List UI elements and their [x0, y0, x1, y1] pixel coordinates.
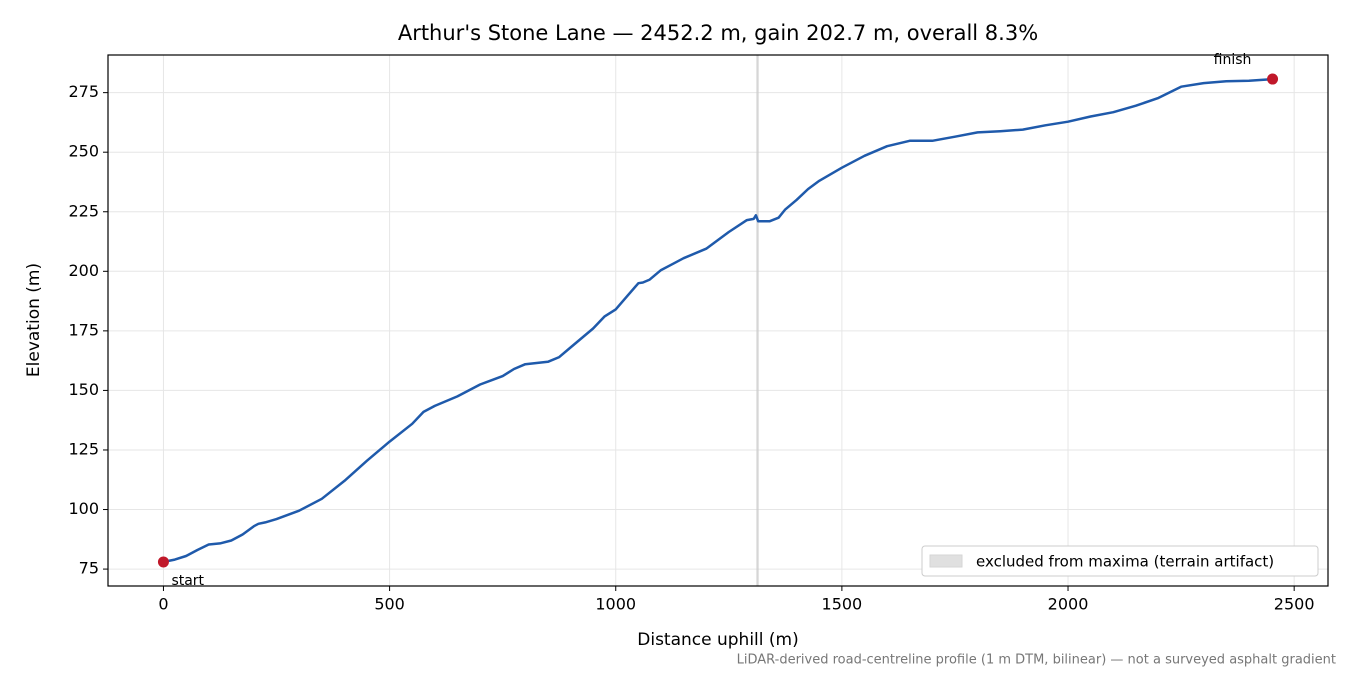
start-label: start: [171, 573, 204, 589]
y-tick-label: 225: [68, 201, 99, 220]
x-tick-label: 2000: [1048, 595, 1089, 614]
y-axis-label: Elevation (m): [24, 263, 44, 377]
legend: excluded from maxima (terrain artifact): [921, 545, 1319, 577]
y-tick-label: 75: [79, 559, 99, 578]
y-tick-label: 200: [68, 261, 99, 280]
chart-title: Arthur's Stone Lane — 2452.2 m, gain 202…: [398, 21, 1038, 45]
x-tick-label: 1500: [822, 595, 863, 614]
excluded-band: [756, 55, 759, 586]
y-tick-label: 150: [68, 380, 99, 399]
legend-swatch: [929, 554, 963, 568]
legend-label: excluded from maxima (terrain artifact): [976, 553, 1274, 571]
y-tick-label: 175: [68, 320, 99, 339]
x-tick-label: 1000: [595, 595, 636, 614]
legend-box: [921, 545, 1319, 577]
axes-frame: [107, 54, 1329, 587]
elevation-line: [163, 77, 1273, 564]
y-tick-label: 250: [68, 142, 99, 161]
start-marker: [157, 556, 169, 568]
footnote: LiDAR-derived road-centreline profile (1…: [737, 653, 1336, 668]
x-tick-label: 500: [374, 595, 405, 614]
x-axis-label: Distance uphill (m): [637, 630, 798, 650]
y-tick-label: 125: [68, 439, 99, 458]
finish-marker: [1267, 73, 1279, 85]
y-tick-label: 275: [68, 82, 99, 101]
x-tick-label: 0: [158, 595, 168, 614]
finish-label: finish: [1214, 52, 1252, 68]
y-tick-label: 100: [68, 499, 99, 518]
x-tick-label: 2500: [1274, 595, 1315, 614]
